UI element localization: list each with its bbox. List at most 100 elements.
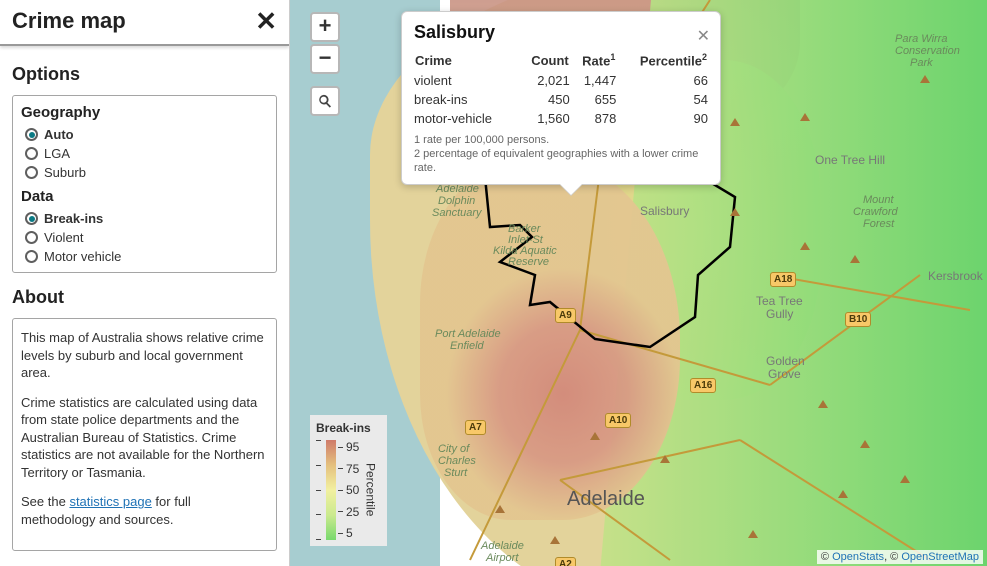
cell-count: 1,560 <box>517 109 569 128</box>
popup-footnotes: 1 rate per 100,000 persons. 2 percentage… <box>414 134 708 175</box>
road-shield: B10 <box>845 312 871 327</box>
park-marker-icon <box>860 440 870 448</box>
legend-tick: 75 <box>338 462 359 476</box>
th-rate: Rate1 <box>570 51 617 71</box>
table-row: break-ins45065554 <box>414 90 708 109</box>
cell-pct: 90 <box>616 109 708 128</box>
zoom-in-button[interactable]: + <box>310 12 340 42</box>
legend-tick: 95 <box>338 440 359 454</box>
attr-link-openstats[interactable]: OpenStats <box>832 551 884 563</box>
options-box: Geography Auto LGA Suburb Data Break-ins… <box>12 95 277 273</box>
radio-icon <box>25 128 38 141</box>
about-p3: See the statistics page for full methodo… <box>21 493 268 528</box>
attr-link-osm[interactable]: OpenStreetMap <box>901 551 979 563</box>
park-marker-icon <box>800 113 810 121</box>
about-p2: Crime statistics are calculated using da… <box>21 394 268 482</box>
region-popup: ✕ Salisbury Crime Count Rate1 Percentile… <box>401 11 721 185</box>
attr-sep: , © <box>884 551 901 563</box>
radio-breakins[interactable]: Break-ins <box>21 209 268 228</box>
radio-label: Violent <box>44 230 84 245</box>
sidebar-header: Crime map ✕ <box>0 0 289 46</box>
park-marker-icon <box>550 536 560 544</box>
park-marker-icon <box>590 432 600 440</box>
park-marker-icon <box>660 455 670 463</box>
sidebar: Crime map ✕ Options Geography Auto LGA S… <box>0 0 290 566</box>
radio-label: Auto <box>44 127 74 142</box>
road-shield: A10 <box>605 413 631 428</box>
close-icon[interactable]: ✕ <box>255 10 277 32</box>
app-title: Crime map <box>12 8 126 34</box>
park-marker-icon <box>920 75 930 83</box>
group-title-geography: Geography <box>21 104 268 121</box>
th-count: Count <box>517 51 569 71</box>
cell-pct: 66 <box>616 71 708 90</box>
legend-title: Break-ins <box>316 421 381 435</box>
radio-suburb[interactable]: Suburb <box>21 163 268 182</box>
radio-icon <box>25 250 38 263</box>
legend-ticks: 957550255 <box>338 440 359 540</box>
road-shield: A16 <box>690 378 716 393</box>
th-percentile: Percentile2 <box>616 51 708 71</box>
radio-violent[interactable]: Violent <box>21 228 268 247</box>
road-shield: A7 <box>465 420 486 435</box>
about-p3-a: See the <box>21 494 69 509</box>
radio-lga[interactable]: LGA <box>21 144 268 163</box>
park-marker-icon <box>800 242 810 250</box>
radio-label: Motor vehicle <box>44 249 121 264</box>
cell-rate: 1,447 <box>570 71 617 90</box>
park-marker-icon <box>495 505 505 513</box>
popup-close-icon[interactable]: ✕ <box>697 26 710 46</box>
map-attribution: © OpenStats, © OpenStreetMap <box>817 550 983 564</box>
zoom-controls: + − <box>310 12 340 116</box>
radio-label: Break-ins <box>44 211 103 226</box>
about-heading: About <box>12 287 277 308</box>
th-pct-text: Percentile <box>640 53 702 68</box>
road-shield: A18 <box>770 272 796 287</box>
cell-crime: violent <box>414 71 517 90</box>
radio-auto[interactable]: Auto <box>21 125 268 144</box>
park-marker-icon <box>850 255 860 263</box>
park-marker-icon <box>730 118 740 126</box>
zoom-out-button[interactable]: − <box>310 44 340 74</box>
radio-icon <box>25 231 38 244</box>
popup-title: Salisbury <box>414 22 708 43</box>
radio-icon <box>25 212 38 225</box>
cell-crime: motor-vehicle <box>414 109 517 128</box>
legend: Break-ins 957550255 Percentile <box>310 415 387 546</box>
legend-gradient <box>326 440 336 540</box>
park-marker-icon <box>818 400 828 408</box>
radio-motorvehicle[interactable]: Motor vehicle <box>21 247 268 266</box>
statistics-link[interactable]: statistics page <box>69 494 151 509</box>
attr-prefix1: © <box>821 551 832 563</box>
sidebar-body: Options Geography Auto LGA Suburb Data B… <box>0 46 289 566</box>
search-icon <box>318 94 332 108</box>
th-crime: Crime <box>414 51 517 71</box>
radio-label: Suburb <box>44 165 86 180</box>
map-search-button[interactable] <box>310 86 340 116</box>
popup-table: Crime Count Rate1 Percentile2 violent2,0… <box>414 51 708 128</box>
cell-count: 450 <box>517 90 569 109</box>
cell-rate: 878 <box>570 109 617 128</box>
footnote-2: 2 percentage of equivalent geographies w… <box>414 148 708 176</box>
cell-pct: 54 <box>616 90 708 109</box>
radio-icon <box>25 166 38 179</box>
cell-count: 2,021 <box>517 71 569 90</box>
footnote-1: 1 rate per 100,000 persons. <box>414 134 708 148</box>
radio-label: LGA <box>44 146 70 161</box>
map-region <box>420 160 680 520</box>
about-box: This map of Australia shows relative cri… <box>12 318 277 551</box>
map-canvas[interactable]: A9A18A16B10A7A10A2 AdelaideSalisburyOne … <box>290 0 987 566</box>
cell-crime: break-ins <box>414 90 517 109</box>
options-heading: Options <box>12 64 277 85</box>
table-row: motor-vehicle1,56087890 <box>414 109 708 128</box>
road-shield: A2 <box>555 557 576 566</box>
legend-tick: 5 <box>338 526 359 540</box>
park-marker-icon <box>748 530 758 538</box>
radio-icon <box>25 147 38 160</box>
about-p1: This map of Australia shows relative cri… <box>21 329 268 382</box>
legend-axis-label: Percentile <box>363 463 377 516</box>
legend-tick: 50 <box>338 483 359 497</box>
cell-rate: 655 <box>570 90 617 109</box>
park-marker-icon <box>900 475 910 483</box>
park-marker-icon <box>730 208 740 216</box>
